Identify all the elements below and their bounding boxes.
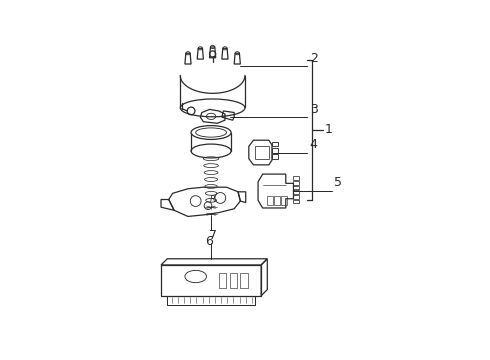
Bar [219, 273, 226, 288]
Bar [294, 195, 299, 199]
Bar [294, 199, 299, 203]
Bar [281, 195, 287, 205]
Text: 1: 1 [324, 123, 332, 136]
Bar [240, 273, 248, 288]
Text: R: R [210, 195, 216, 204]
Bar [274, 195, 280, 205]
Bar [294, 190, 299, 194]
Bar [294, 181, 299, 185]
Text: 2: 2 [310, 52, 318, 65]
Text: 7: 7 [209, 229, 217, 242]
Bar [272, 142, 278, 147]
Bar [272, 154, 278, 159]
Bar [229, 273, 237, 288]
Text: 4: 4 [310, 138, 318, 151]
Bar [294, 186, 299, 189]
Text: 3: 3 [310, 103, 318, 116]
Text: 5: 5 [334, 176, 342, 189]
Bar [272, 148, 278, 153]
Text: 6: 6 [206, 235, 214, 248]
Bar [255, 147, 269, 159]
Bar [294, 176, 299, 180]
Bar [268, 195, 272, 205]
